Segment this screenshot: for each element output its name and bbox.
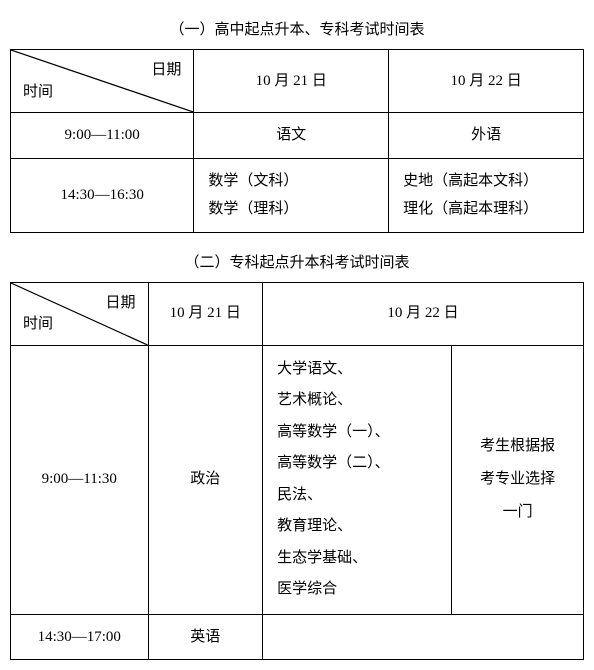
table-row: 日期 时间 10 月 21 日 10 月 22 日 [11, 50, 584, 113]
subject-line: 数学（理科） [208, 195, 382, 224]
subject-cell: 英语 [148, 614, 263, 660]
note-line: 考生根据报 [458, 430, 577, 463]
time-cell: 9:00—11:00 [11, 113, 194, 159]
time-cell: 14:30—16:30 [11, 158, 194, 232]
subject-cell: 政治 [148, 345, 263, 614]
col-header-day1: 10 月 21 日 [194, 50, 389, 113]
col-header-day1: 10 月 21 日 [148, 282, 263, 345]
subject-line: 数学（文科） [208, 167, 382, 196]
subject-line: 生态学基础、 [277, 543, 445, 575]
time-label: 时间 [23, 310, 53, 339]
empty-cell [263, 614, 584, 660]
subject-list-cell: 大学语文、 艺术概论、 高等数学（一）、 高等数学（二）、 民法、 教育理论、 … [263, 345, 452, 614]
diagonal-header: 日期 时间 [11, 282, 149, 345]
date-label: 日期 [106, 289, 136, 318]
subject-line: 大学语文、 [277, 354, 445, 386]
table2-title: （二）专科起点升本科考试时间表 [10, 251, 584, 272]
date-label: 日期 [151, 56, 181, 85]
diagonal-header: 日期 时间 [11, 50, 194, 113]
subject-line: 医学综合 [277, 574, 445, 606]
subject-cell: 史地（高起本文科） 理化（高起本理科） [389, 158, 584, 232]
table-row: 9:00—11:30 政治 大学语文、 艺术概论、 高等数学（一）、 高等数学（… [11, 345, 584, 614]
time-label: 时间 [23, 78, 53, 107]
subject-line: 史地（高起本文科） [403, 167, 577, 196]
note-line: 一门 [458, 496, 577, 529]
subject-cell: 数学（文科） 数学（理科） [194, 158, 389, 232]
subject-line: 教育理论、 [277, 511, 445, 543]
subject-line: 理化（高起本理科） [403, 195, 577, 224]
subject-cell: 外语 [389, 113, 584, 159]
table1-title: （一）高中起点升本、专科考试时间表 [10, 18, 584, 39]
col-header-day2: 10 月 22 日 [389, 50, 584, 113]
subject-cell: 语文 [194, 113, 389, 159]
table-row: 14:30—17:00 英语 [11, 614, 584, 660]
table-row: 9:00—11:00 语文 外语 [11, 113, 584, 159]
table2: 日期 时间 10 月 21 日 10 月 22 日 9:00—11:30 政治 … [10, 282, 584, 661]
col-header-day2: 10 月 22 日 [263, 282, 584, 345]
note-cell: 考生根据报 考专业选择 一门 [452, 345, 584, 614]
table1: 日期 时间 10 月 21 日 10 月 22 日 9:00—11:00 语文 … [10, 49, 584, 233]
subject-line: 艺术概论、 [277, 385, 445, 417]
note-line: 考专业选择 [458, 463, 577, 496]
time-cell: 14:30—17:00 [11, 614, 149, 660]
subject-line: 高等数学（二）、 [277, 448, 445, 480]
subject-line: 民法、 [277, 480, 445, 512]
table-row: 14:30—16:30 数学（文科） 数学（理科） 史地（高起本文科） 理化（高… [11, 158, 584, 232]
time-cell: 9:00—11:30 [11, 345, 149, 614]
table-row: 日期 时间 10 月 21 日 10 月 22 日 [11, 282, 584, 345]
subject-line: 高等数学（一）、 [277, 417, 445, 449]
